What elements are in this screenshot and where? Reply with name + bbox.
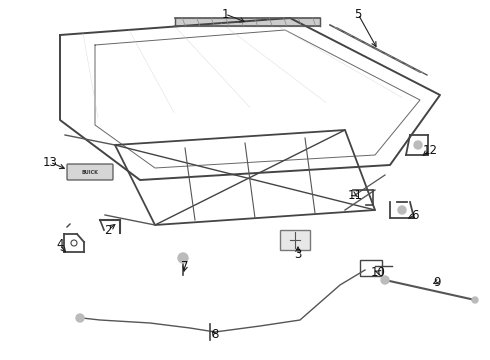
Circle shape [414,141,422,149]
Text: 1: 1 [221,8,229,21]
Circle shape [381,276,389,284]
Text: BUICK: BUICK [81,170,98,175]
Text: 9: 9 [433,275,441,288]
Text: 4: 4 [56,239,64,252]
Text: 3: 3 [294,248,302,261]
Text: 2: 2 [104,224,112,237]
Circle shape [398,206,406,214]
FancyBboxPatch shape [67,164,113,180]
Text: 11: 11 [347,189,363,202]
Circle shape [178,253,188,263]
Text: 6: 6 [411,208,419,221]
Text: 13: 13 [43,156,57,168]
Bar [360,260,382,276]
Text: 10: 10 [370,266,386,279]
Text: 5: 5 [354,8,362,21]
Text: 8: 8 [211,328,219,342]
Text: 12: 12 [422,144,438,157]
Text: 7: 7 [181,261,189,274]
Circle shape [76,314,84,322]
Circle shape [472,297,478,303]
Bar [280,230,310,250]
